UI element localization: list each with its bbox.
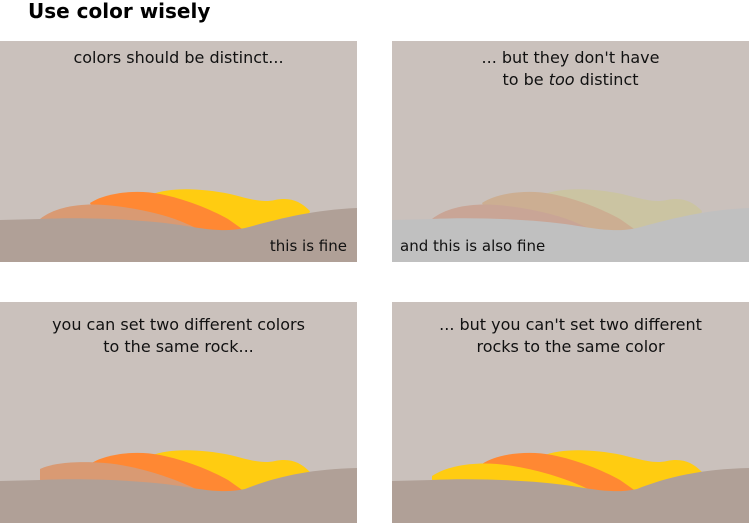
ground — [0, 208, 357, 262]
panel-caption: ... but they don't have to be too distin… — [481, 48, 660, 89]
rock-illustration — [392, 189, 749, 262]
panel-two-colors-same-rock: you can set two different colors to the … — [0, 302, 357, 523]
panel-distinct-colors: colors should be distinct... this is fin… — [0, 41, 357, 262]
panel-caption: colors should be distinct... — [73, 48, 284, 67]
rock-illustration — [0, 189, 357, 262]
panel-caption: you can set two different colors to the … — [52, 315, 305, 356]
panel-note: and this is also fine — [400, 237, 546, 255]
panel-caption: ... but you can't set two different rock… — [439, 315, 702, 356]
ground — [392, 468, 749, 523]
rock-illustration — [0, 450, 357, 523]
ground — [0, 468, 357, 523]
ground-gray — [392, 208, 749, 262]
panel-not-too-distinct: ... but they don't have to be too distin… — [392, 41, 749, 262]
page-title: Use color wisely — [28, 0, 211, 23]
panel-note: this is fine — [269, 237, 347, 255]
rock-illustration — [392, 450, 749, 523]
panel-two-rocks-same-color: ... but you can't set two different rock… — [392, 302, 749, 523]
